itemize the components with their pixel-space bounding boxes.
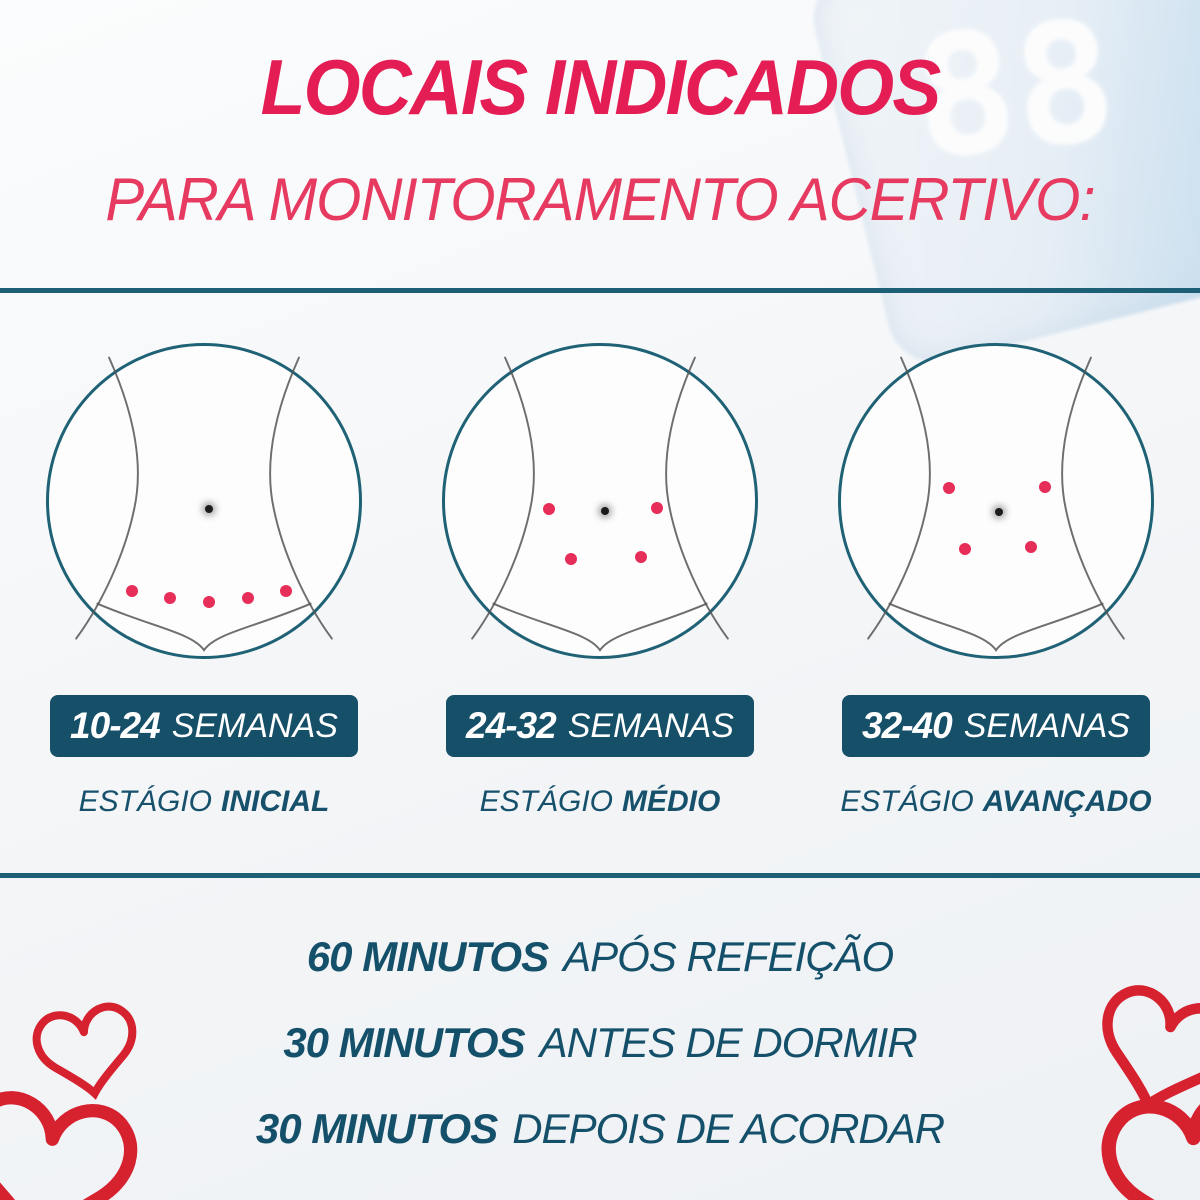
stage-label: ESTÁGIO MÉDIO xyxy=(480,785,721,819)
weeks-unit: SEMANAS xyxy=(963,706,1130,745)
stage-column-advanced: 32-40 SEMANAS ESTÁGIO AVANÇADO xyxy=(836,343,1156,819)
page-subtitle: PARA MONITORAMENTO ACERTIVO: xyxy=(105,166,1095,234)
bottom-divider xyxy=(0,873,1200,879)
instruction-emphasis: 60 MINUTOS xyxy=(306,933,549,981)
belly-line-art xyxy=(867,356,1125,653)
monitoring-point-dot xyxy=(943,482,955,495)
instruction-text: ANTES DE DORMIR xyxy=(539,1019,918,1067)
weeks-badge: 24-32 SEMANAS xyxy=(446,695,754,758)
belly-line-art xyxy=(471,356,729,653)
monitoring-point-dot xyxy=(1039,481,1051,494)
instruction-before-sleep: 30 MINUTOS ANTES DE DORMIR xyxy=(0,1022,1200,1064)
heart-icon xyxy=(32,1002,137,1100)
monitoring-point-dot xyxy=(635,551,647,564)
belly-diagram-medium xyxy=(442,343,758,660)
stage-name: MÉDIO xyxy=(622,785,721,819)
top-divider xyxy=(0,288,1200,294)
monitoring-point-dot xyxy=(959,543,971,556)
monitoring-point-dot xyxy=(203,596,215,609)
weeks-range: 32-40 xyxy=(862,705,953,747)
stage-name: INICIAL xyxy=(221,785,330,819)
stage-column-initial: 10-24 SEMANAS ESTÁGIO INICIAL xyxy=(44,343,364,819)
weeks-unit: SEMANAS xyxy=(567,706,734,745)
belly-diagram-advanced xyxy=(838,343,1154,660)
weeks-range: 10-24 xyxy=(70,705,161,747)
heart-icon xyxy=(1101,1086,1200,1200)
monitoring-point-dot xyxy=(543,503,555,516)
monitoring-point-dot xyxy=(164,592,176,605)
belly-line-art xyxy=(75,356,333,653)
navel-dot xyxy=(601,507,609,516)
monitoring-point-dot xyxy=(280,585,292,598)
stage-prefix: ESTÁGIO xyxy=(479,785,613,819)
belly-diagram-initial xyxy=(46,343,362,660)
instruction-emphasis: 30 MINUTOS xyxy=(283,1019,525,1067)
instruction-after-wake: 30 MINUTOS DEPOIS DE ACORDAR xyxy=(0,1108,1200,1150)
stage-prefix: ESTÁGIO xyxy=(840,785,974,819)
stage-label: ESTÁGIO INICIAL xyxy=(79,785,330,819)
weeks-badge: 10-24 SEMANAS xyxy=(50,695,358,758)
instruction-text: APÓS REFEIÇÃO xyxy=(563,933,894,981)
stage-name: AVANÇADO xyxy=(982,785,1152,819)
weeks-unit: SEMANAS xyxy=(171,706,338,745)
monitoring-point-dot xyxy=(126,585,138,598)
stage-column-medium: 24-32 SEMANAS ESTÁGIO MÉDIO xyxy=(440,343,760,819)
page-title: LOCAIS INDICADOS xyxy=(260,43,942,131)
weeks-range: 24-32 xyxy=(466,705,557,747)
stage-prefix: ESTÁGIO xyxy=(78,785,213,819)
monitoring-point-dot xyxy=(651,502,663,515)
navel-dot xyxy=(205,505,213,514)
monitoring-point-dot xyxy=(1025,541,1037,554)
stage-label: ESTÁGIO AVANÇADO xyxy=(840,785,1151,819)
heart-icon xyxy=(0,1091,138,1200)
instruction-after-meal: 60 MINUTOS APÓS REFEIÇÃO xyxy=(0,936,1200,978)
stages-row: 10-24 SEMANAS ESTÁGIO INICIAL 24-32 SEMA… xyxy=(0,343,1200,819)
instruction-emphasis: 30 MINUTOS xyxy=(255,1105,498,1153)
instruction-text: DEPOIS DE ACORDAR xyxy=(512,1105,945,1153)
navel-dot xyxy=(995,508,1003,517)
header: LOCAIS INDICADOS PARA MONITORAMENTO ACER… xyxy=(0,0,1200,230)
monitoring-point-dot xyxy=(242,592,254,605)
timing-instructions: 60 MINUTOS APÓS REFEIÇÃO 30 MINUTOS ANTE… xyxy=(0,936,1200,1150)
weeks-badge: 32-40 SEMANAS xyxy=(842,695,1150,758)
monitoring-point-dot xyxy=(565,553,577,566)
